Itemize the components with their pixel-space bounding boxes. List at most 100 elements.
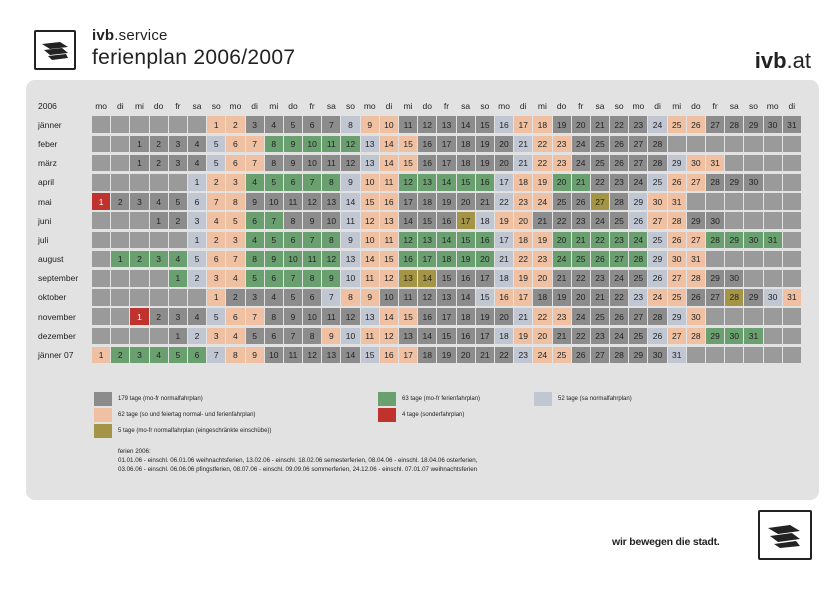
day-cell: 5 xyxy=(168,346,187,364)
notes-line: 03.06.06 - einschl. 06.06.06 pfingstferi… xyxy=(118,466,478,473)
empty-cell xyxy=(130,269,149,287)
day-cell: 24 xyxy=(629,174,648,191)
day-cell: 27 xyxy=(686,174,705,191)
month-row: märz 1 2 3 4 5 6 7 8 9 10 11 12 13 14 15 16 17 18 19 20 21 22 2… xyxy=(34,154,802,173)
day-cell: 19 xyxy=(456,250,475,268)
day-cell: 25 xyxy=(667,116,686,134)
day-cell: 8 xyxy=(264,154,283,172)
month-row: oktober 1 2 3 4 5 6 7 8 9 10 11 12 13 14 15 16 17 18 19 20 21… xyxy=(34,288,802,307)
day-cell: 4 xyxy=(149,346,168,364)
day-cell: 24 xyxy=(590,212,610,230)
day-cell: 7 xyxy=(303,174,322,191)
weekday-header: mo xyxy=(229,100,242,111)
day-cell: 10 xyxy=(379,289,398,306)
day-cell: 18 xyxy=(437,250,456,268)
day-cell: 15 xyxy=(399,154,418,172)
weekday-header: di xyxy=(654,100,661,111)
day-cell: 17 xyxy=(494,231,514,249)
day-cell: 24 xyxy=(610,327,629,345)
day-cell: 30 xyxy=(648,193,667,210)
day-cell: 1 xyxy=(187,174,207,191)
day-cell: 1 xyxy=(111,250,130,268)
weekday-header: do xyxy=(556,100,567,111)
empty-cell xyxy=(763,269,782,287)
day-cell: 6 xyxy=(264,327,283,345)
day-cell: 3 xyxy=(245,289,264,306)
day-cell: 28 xyxy=(629,250,648,268)
day-cell: 9 xyxy=(341,231,360,249)
empty-cell xyxy=(725,212,744,230)
day-cell: 28 xyxy=(725,116,744,134)
day-cell: 1 xyxy=(130,135,149,153)
weekday-header: di xyxy=(385,100,393,111)
legend-text: 4 tage (sonderfahrplan) xyxy=(402,412,465,418)
day-cell: 21 xyxy=(590,116,610,134)
tagline: wir bewegen die stadt. xyxy=(612,536,720,548)
day-cell: 23 xyxy=(629,289,648,306)
weekday-header-row: 2006 mo di mi do fr sa so mo di mi do fr sa so mo di mi do… xyxy=(34,96,802,115)
day-cell: 4 xyxy=(226,269,245,287)
weekday-header: mo xyxy=(95,100,107,111)
day-cell: 12 xyxy=(418,116,437,134)
day-cell: 14 xyxy=(379,135,398,153)
day-cell: 10 xyxy=(303,154,322,172)
day-cell: 9 xyxy=(303,212,322,230)
legend-swatch xyxy=(378,392,396,406)
empty-cell xyxy=(92,154,111,172)
day-cell: 11 xyxy=(360,269,379,287)
day-cell: 11 xyxy=(379,231,398,249)
empty-cell xyxy=(149,231,168,249)
day-cell: 19 xyxy=(475,135,494,153)
legend-swatch xyxy=(94,424,112,438)
empty-cell xyxy=(92,250,111,268)
empty-cell xyxy=(149,174,168,191)
day-cell: 30 xyxy=(744,231,763,249)
day-cell: 7 xyxy=(245,308,264,325)
day-cell: 8 xyxy=(264,135,283,153)
day-cell: 21 xyxy=(571,231,590,249)
legend-item: 63 tage (mo-fr ferienfahrplan) xyxy=(378,392,480,406)
day-cell: 31 xyxy=(667,346,686,364)
weekday-header: sa xyxy=(729,100,739,111)
day-cell: 2 xyxy=(130,250,149,268)
day-cell: 8 xyxy=(303,269,322,287)
day-cell: 21 xyxy=(475,346,494,364)
day-cell: 14 xyxy=(379,308,398,325)
day-cell: 30 xyxy=(686,154,705,172)
weekday-header: sa xyxy=(326,100,336,111)
day-cell: 4 xyxy=(149,193,168,210)
weekday-header: sa xyxy=(595,100,605,111)
day-cell: 13 xyxy=(360,308,379,325)
legend-item: 179 tage (mo-fr normalfahrplan) xyxy=(94,392,203,406)
month-row: september 1 2 3 4 5 6 7 8 9 10 11 12 13 14 15 16 17 18 19 20… xyxy=(34,269,802,288)
empty-cell xyxy=(111,174,130,191)
legend-swatch xyxy=(94,392,112,406)
empty-cell xyxy=(686,193,705,210)
day-cell: 23 xyxy=(610,174,629,191)
day-cell: 22 xyxy=(590,231,610,249)
legend-text: 52 tage (sa normalfahrplan) xyxy=(558,396,632,402)
empty-cell xyxy=(782,327,801,345)
day-cell: 3 xyxy=(168,154,187,172)
day-cell: 5 xyxy=(264,174,283,191)
day-cell: 15 xyxy=(399,308,418,325)
day-cell: 20 xyxy=(494,308,514,325)
day-cell: 13 xyxy=(437,116,456,134)
day-cell: 7 xyxy=(283,269,303,287)
day-cell: 28 xyxy=(610,346,629,364)
weekday-header: so xyxy=(480,100,490,111)
day-cell: 17 xyxy=(437,308,456,325)
day-cell: 13 xyxy=(399,269,418,287)
day-cell: 13 xyxy=(379,212,398,230)
day-cell: 11 xyxy=(399,289,418,306)
day-cell: 2 xyxy=(168,212,187,230)
weekday-header: di xyxy=(251,100,258,111)
site-domain: ivb.at xyxy=(754,48,811,73)
day-cell: 1 xyxy=(130,154,149,172)
page-title: ferienplan 2006/2007 xyxy=(92,46,296,69)
day-cell: 20 xyxy=(456,193,475,210)
day-cell: 31 xyxy=(667,193,686,210)
day-cell: 30 xyxy=(686,308,705,325)
day-cell: 13 xyxy=(322,193,341,210)
day-cell: 8 xyxy=(303,327,322,345)
